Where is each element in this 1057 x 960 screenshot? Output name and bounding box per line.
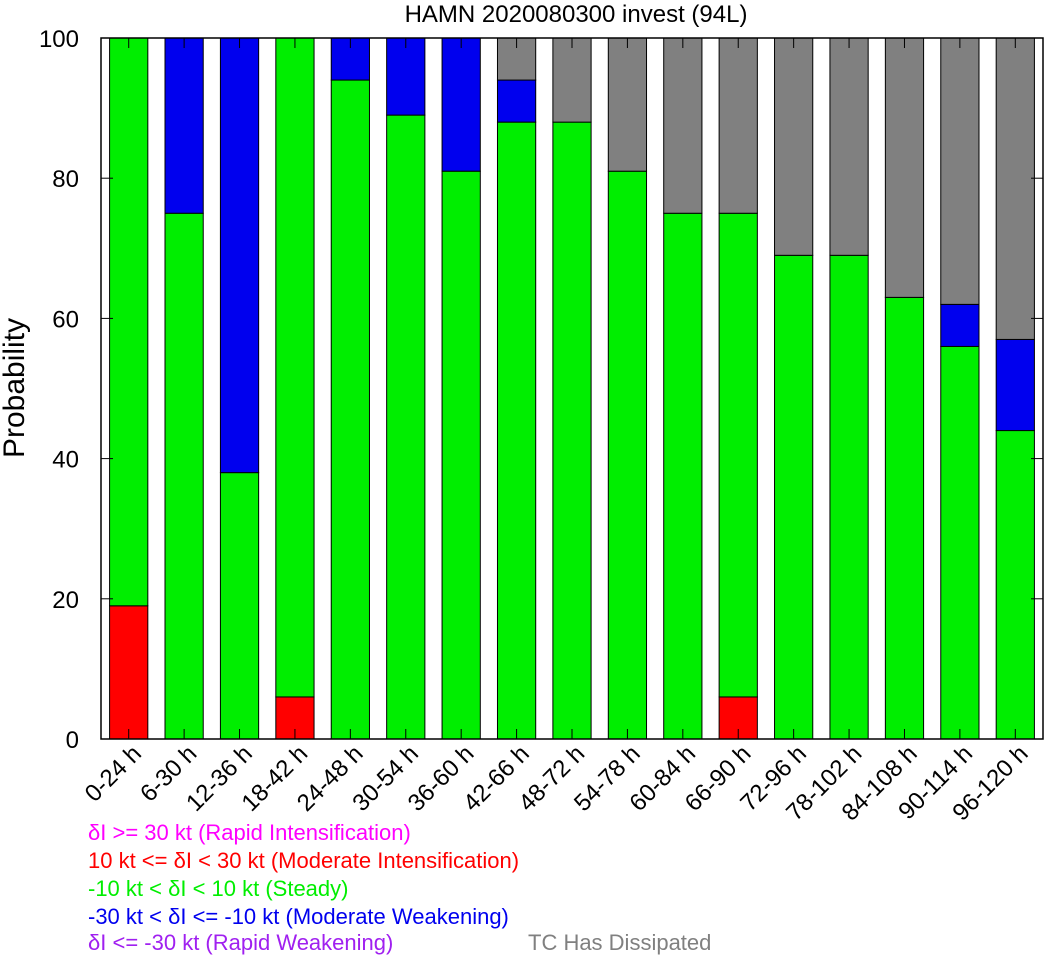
bar-segment-steady: [109, 37, 149, 607]
y-tick-label: 40: [52, 447, 79, 474]
bar-segment-steady: [164, 212, 204, 740]
bar-segment-steady: [940, 345, 980, 740]
bar-segment-dissipated: [940, 37, 980, 305]
bar-segment-steady: [995, 430, 1035, 740]
bar-segment-mw: [995, 338, 1035, 432]
bar-segment-dissipated: [718, 37, 758, 214]
y-tick-label: 0: [66, 727, 79, 754]
legend-rapid-weakening: δI <= -30 kt (Rapid Weakening): [88, 930, 394, 955]
bar-segment-steady: [718, 212, 758, 698]
bar-segment-steady: [330, 79, 370, 740]
bar-segment-mw: [164, 37, 204, 214]
chart-title: HAMN 2020080300 invest (94L): [405, 1, 748, 28]
legend-dissipated: TC Has Dissipated: [528, 930, 712, 955]
y-tick-label: 60: [52, 306, 79, 333]
bar-segment-mw: [386, 37, 426, 116]
legend-moderate-weakening: -30 kt < δI <= -10 kt (Moderate Weakenin…: [88, 904, 509, 929]
bar-segment-mw: [219, 37, 260, 474]
bar-segment-dissipated: [607, 37, 648, 172]
bar-segment-dissipated: [884, 37, 925, 298]
bar-segment-dissipated: [552, 37, 592, 123]
legend-rapid-intensification: δI >= 30 kt (Rapid Intensification): [88, 820, 411, 845]
bar-segment-dissipated: [829, 37, 869, 256]
bar-segment-steady: [275, 37, 315, 698]
legend-moderate-intensification: 10 kt <= δI < 30 kt (Moderate Intensific…: [88, 848, 520, 873]
y-tick-label: 20: [52, 587, 79, 614]
bar-segment-mw: [441, 37, 481, 172]
bar-segment-steady: [829, 254, 869, 740]
bar-segment-dissipated: [663, 37, 703, 214]
bar-segment-steady: [386, 114, 426, 740]
bar-segment-steady: [884, 296, 925, 740]
bar-segment-mw: [940, 303, 980, 347]
bar-segment-dissipated: [995, 37, 1035, 340]
x-tick-label: 0-24 h: [80, 740, 147, 807]
bar-segment-steady: [496, 121, 537, 740]
bars-layer: [109, 37, 1035, 740]
y-tick-label: 80: [52, 166, 79, 193]
bar-segment-steady: [219, 472, 260, 740]
bar-segment-steady: [607, 170, 648, 740]
bar-segment-mw: [496, 79, 537, 123]
y-tick-label: 100: [39, 26, 79, 53]
legend-steady: -10 kt < δI < 10 kt (Steady): [88, 876, 349, 901]
bar-segment-mi: [109, 605, 149, 740]
axes-layer: [100, 37, 1044, 740]
bar-segment-steady: [774, 254, 814, 740]
bar-segment-steady: [441, 170, 481, 740]
bar-segment-steady: [663, 212, 703, 740]
plot-frame: [100, 37, 1044, 740]
bar-segment-dissipated: [774, 37, 814, 256]
y-axis-label: Probability: [0, 318, 31, 458]
bar-segment-steady: [552, 121, 592, 740]
